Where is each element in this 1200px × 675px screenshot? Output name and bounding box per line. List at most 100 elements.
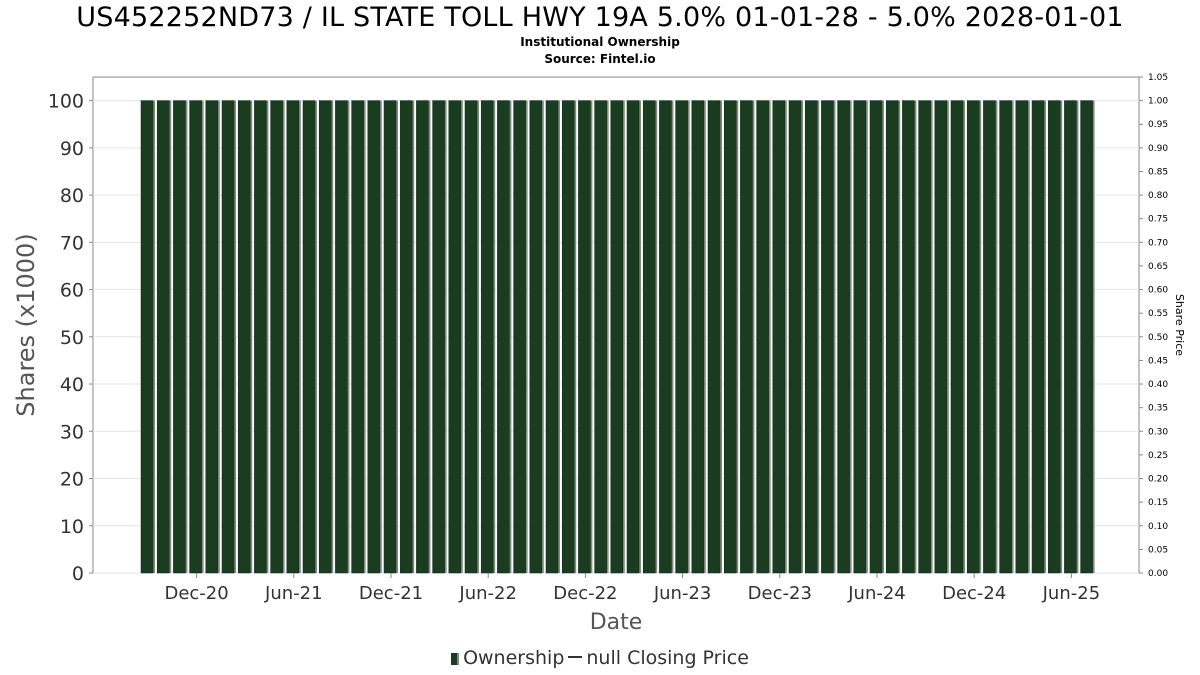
y-tick-label: 0 xyxy=(72,563,84,585)
y-axis: 0 10 20 30 40 50 60 70 80 90 100 xyxy=(48,91,93,585)
bar xyxy=(302,100,316,574)
bar xyxy=(983,100,996,574)
bar xyxy=(480,100,494,574)
bar xyxy=(821,100,834,574)
bar xyxy=(383,100,397,574)
y-tick-label: 70 xyxy=(60,232,84,254)
y2-tick-label: 0.05 xyxy=(1148,545,1168,555)
bar xyxy=(594,100,607,574)
bar xyxy=(869,100,883,574)
y-tick-label: 60 xyxy=(60,280,84,302)
bar xyxy=(270,100,283,574)
y2-tick-label: 0.50 xyxy=(1148,333,1168,343)
x-tick-label: Dec-24 xyxy=(942,583,1006,604)
bar xyxy=(902,100,915,574)
y2-tick-label: 0.85 xyxy=(1148,167,1168,177)
x-tick-label: Dec-22 xyxy=(553,583,617,604)
y2-tick-label: 0.25 xyxy=(1148,451,1168,461)
y2-tick-label: 0.90 xyxy=(1148,144,1168,154)
bar xyxy=(399,100,413,574)
y2-axis-label: Share Price xyxy=(1173,294,1186,356)
bars xyxy=(140,100,1095,574)
closing-price-line-icon xyxy=(568,656,583,658)
bar xyxy=(691,100,705,574)
chart-source: Source: Fintel.io xyxy=(544,52,656,66)
y-tick-label: 50 xyxy=(60,327,84,349)
bar xyxy=(1047,100,1061,574)
ownership-swatch-icon xyxy=(451,653,460,665)
x-tick-label: Jun-24 xyxy=(847,583,906,604)
bar xyxy=(723,100,737,574)
bar xyxy=(416,100,429,574)
bar xyxy=(189,100,202,574)
bar xyxy=(448,100,462,574)
y2-tick-label: 0.35 xyxy=(1148,404,1168,414)
bar xyxy=(545,100,559,574)
bar xyxy=(950,100,964,574)
x-tick-label: Jun-25 xyxy=(1042,583,1101,604)
bar xyxy=(675,100,688,574)
y2-tick-label: 0.75 xyxy=(1148,215,1168,225)
bar xyxy=(626,100,640,574)
bar xyxy=(707,100,721,574)
y2-tick-label: 0.30 xyxy=(1148,427,1168,437)
y2-tick-label: 0.10 xyxy=(1148,522,1168,532)
bar xyxy=(999,100,1012,574)
y-tick-label: 30 xyxy=(60,421,84,443)
bar xyxy=(464,100,478,574)
bar xyxy=(237,100,251,574)
y-axis-label: Shares (x1000) xyxy=(12,233,40,416)
legend: Ownership null Closing Price xyxy=(0,647,1200,669)
legend-closing-price: null Closing Price xyxy=(586,647,749,669)
bar xyxy=(529,100,543,574)
bar xyxy=(837,100,850,574)
x-tick-label: Dec-23 xyxy=(748,583,812,604)
bar xyxy=(966,100,980,574)
x-axis-label: Date xyxy=(590,610,643,635)
y2-tick-label: 0.15 xyxy=(1148,498,1168,508)
bar xyxy=(561,100,575,574)
y-tick-label: 90 xyxy=(60,138,84,160)
bar xyxy=(578,100,591,574)
bar xyxy=(756,100,769,574)
bar xyxy=(1015,100,1029,574)
y-tick-label: 80 xyxy=(60,185,84,207)
y2-tick-label: 0.55 xyxy=(1148,309,1168,319)
legend-ownership: Ownership xyxy=(463,647,565,669)
y2-tick-label: 0.60 xyxy=(1148,286,1168,296)
bar xyxy=(804,100,818,574)
y2-tick-label: 0.40 xyxy=(1148,380,1168,390)
y-tick-label: 10 xyxy=(60,516,84,538)
y2-tick-label: 0.20 xyxy=(1148,475,1168,485)
y2-tick-label: 0.00 xyxy=(1148,569,1168,579)
bar xyxy=(1064,100,1077,574)
bar xyxy=(918,100,931,574)
bar xyxy=(642,100,656,574)
y2-tick-label: 1.00 xyxy=(1148,97,1168,107)
bar xyxy=(156,100,170,574)
bar xyxy=(367,100,381,574)
x-tick-label: Dec-20 xyxy=(164,583,228,604)
x-axis: Dec-20 Jun-21 Dec-21 Jun-22 Dec-22 Jun-23 Dec-… xyxy=(164,573,1100,604)
bar xyxy=(497,100,510,574)
bar xyxy=(1031,100,1045,574)
bar xyxy=(740,100,753,574)
y2-tick-label: 0.95 xyxy=(1148,120,1168,130)
y2-axis: 0.00 0.05 0.10 0.15 0.20 0.25 0.30 0.35 0.40 0.45… xyxy=(1139,73,1168,579)
bar xyxy=(351,100,364,574)
bar xyxy=(885,100,899,574)
bar xyxy=(318,100,332,574)
bar xyxy=(205,100,219,574)
bar xyxy=(286,100,300,574)
y-tick-label: 20 xyxy=(60,469,84,491)
y2-tick-label: 0.65 xyxy=(1148,262,1168,272)
bar xyxy=(772,100,786,574)
bar xyxy=(788,100,802,574)
bar xyxy=(513,100,526,574)
y2-tick-label: 0.70 xyxy=(1148,238,1168,248)
y2-tick-label: 0.45 xyxy=(1148,356,1168,366)
bar xyxy=(432,100,445,574)
y2-tick-label: 0.80 xyxy=(1148,191,1168,201)
x-tick-label: Jun-21 xyxy=(264,583,323,604)
